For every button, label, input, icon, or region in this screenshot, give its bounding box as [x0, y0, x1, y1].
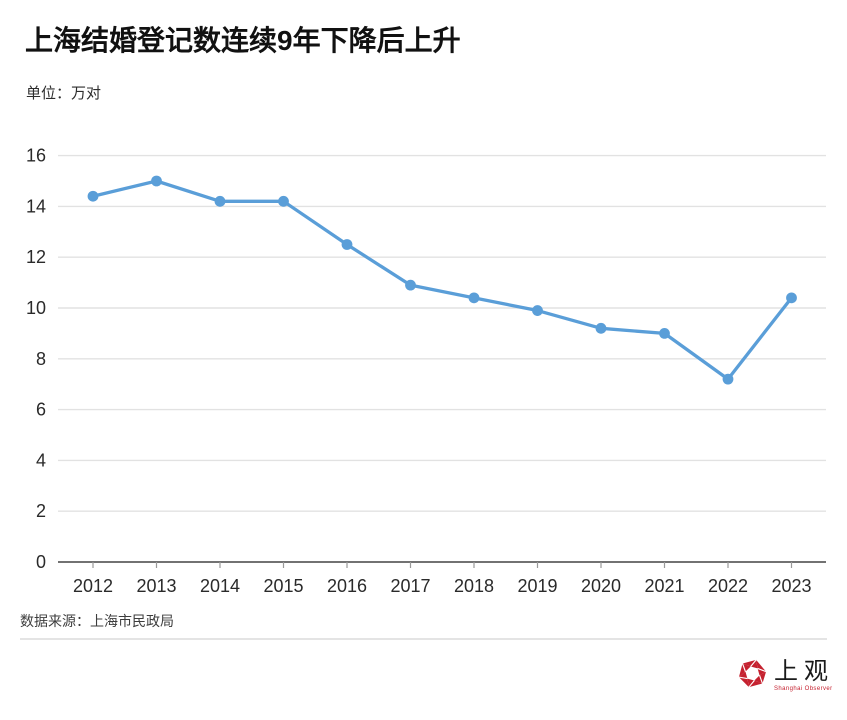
- chart-title: 上海结婚登记数连续9年下降后上升: [25, 25, 461, 56]
- svg-text:2013: 2013: [136, 576, 176, 596]
- data-source-label: 数据来源：上海市民政局: [20, 613, 174, 629]
- svg-text:14: 14: [26, 196, 46, 216]
- svg-text:2021: 2021: [644, 576, 684, 596]
- svg-text:2022: 2022: [708, 576, 748, 596]
- footer-divider: [20, 638, 827, 640]
- svg-text:2023: 2023: [771, 576, 811, 596]
- logo-cn-text: 上观: [774, 658, 834, 685]
- svg-text:10: 10: [26, 298, 46, 318]
- svg-text:2: 2: [36, 501, 46, 521]
- svg-text:2017: 2017: [390, 576, 430, 596]
- svg-text:0: 0: [36, 552, 46, 572]
- aperture-logo-icon: [738, 659, 767, 693]
- svg-text:2014: 2014: [200, 576, 240, 596]
- svg-text:8: 8: [36, 349, 46, 369]
- line-chart: 0 2 4 6 8 10 12 14 16 2012 2013 2014 2015 2016 2017 201…: [26, 146, 826, 596]
- unit-label: 单位：万对: [26, 85, 102, 102]
- shanghai-observer-logo: 上观 Shanghai Observer: [738, 659, 834, 693]
- logo-en-text: Shanghai Observer: [774, 686, 833, 693]
- svg-text:16: 16: [26, 146, 46, 166]
- svg-text:6: 6: [36, 400, 46, 420]
- svg-text:2015: 2015: [263, 576, 303, 596]
- svg-text:12: 12: [26, 247, 46, 267]
- svg-text:4: 4: [36, 450, 46, 470]
- svg-text:2018: 2018: [454, 576, 494, 596]
- svg-text:2020: 2020: [581, 576, 621, 596]
- svg-text:2012: 2012: [73, 576, 113, 596]
- svg-text:2019: 2019: [517, 576, 557, 596]
- svg-text:2016: 2016: [327, 576, 367, 596]
